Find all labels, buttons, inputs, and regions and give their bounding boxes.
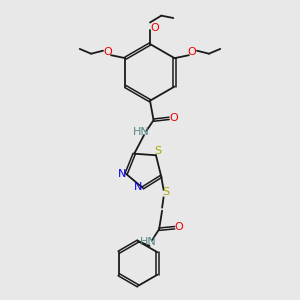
Text: S: S bbox=[154, 146, 161, 156]
Text: O: O bbox=[151, 22, 160, 33]
Text: O: O bbox=[174, 222, 183, 233]
Text: N: N bbox=[134, 182, 143, 192]
Text: O: O bbox=[104, 47, 112, 57]
Text: O: O bbox=[169, 113, 178, 123]
Text: HN: HN bbox=[133, 127, 149, 137]
Text: HN: HN bbox=[140, 237, 156, 247]
Text: S: S bbox=[162, 188, 169, 197]
Text: O: O bbox=[188, 47, 196, 57]
Text: N: N bbox=[118, 169, 126, 179]
